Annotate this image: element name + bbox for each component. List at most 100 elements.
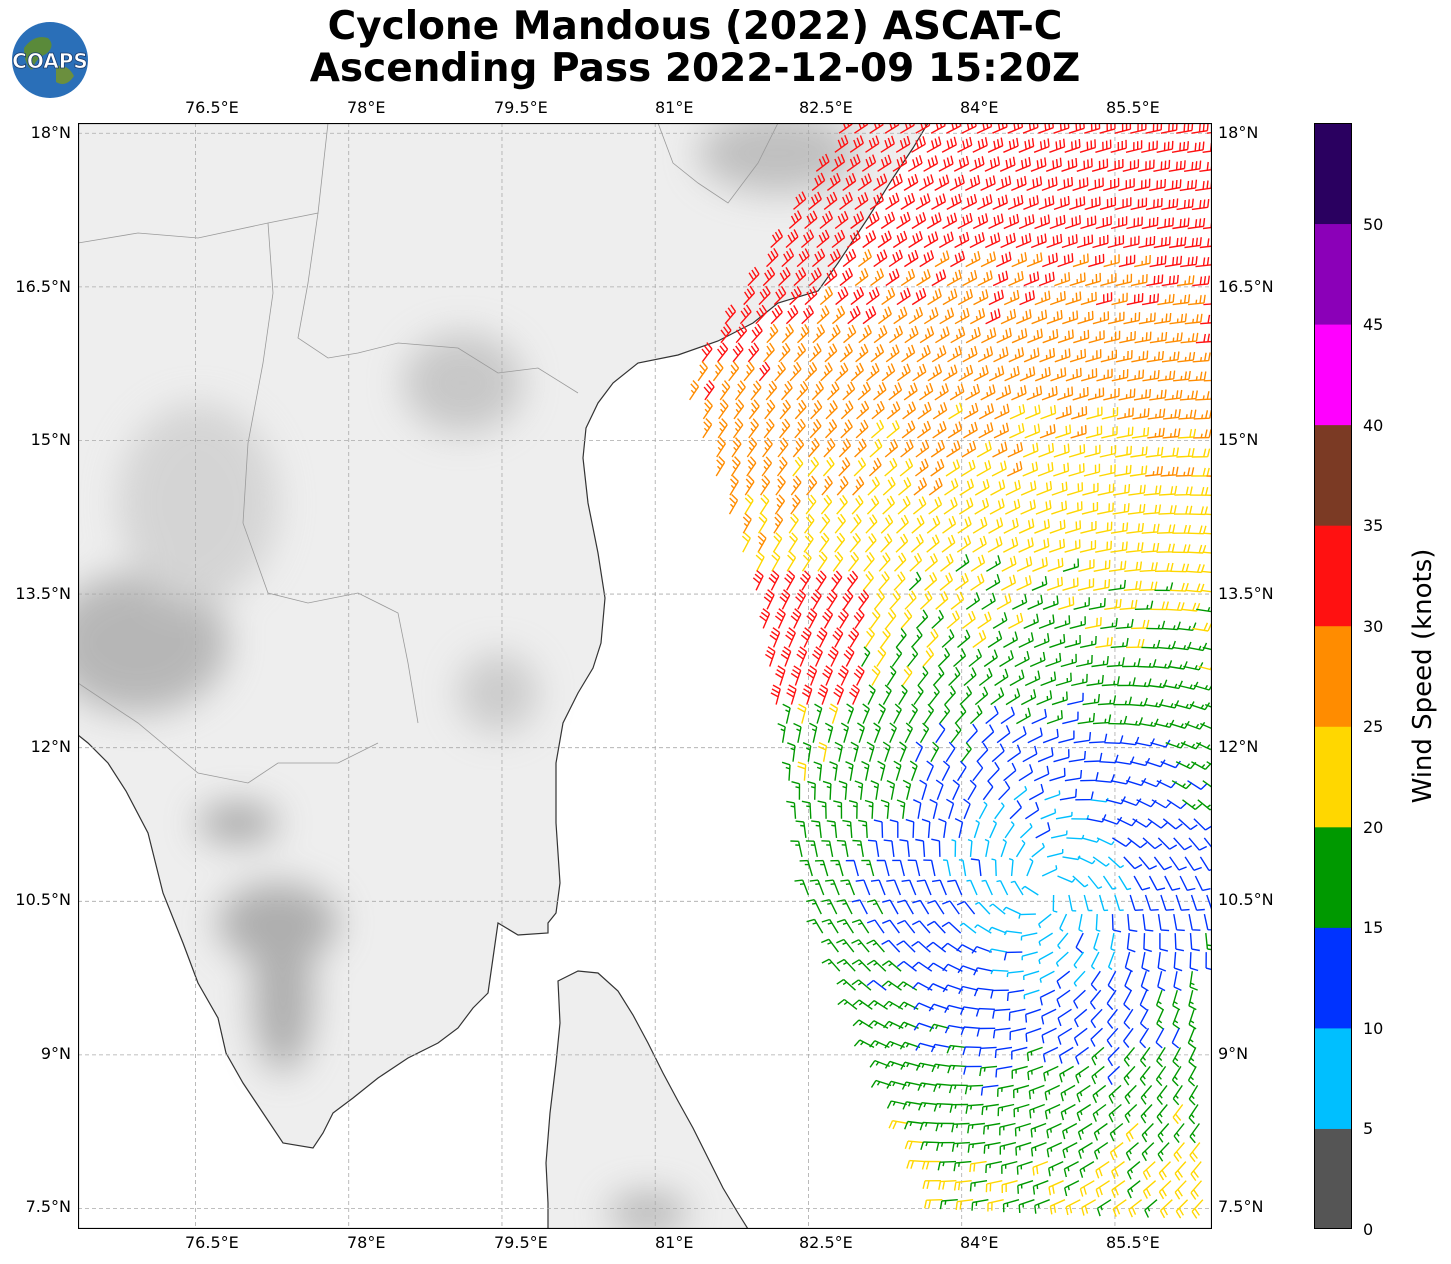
wind-barb bbox=[1139, 1046, 1151, 1068]
wind-barb bbox=[896, 960, 917, 972]
wind-barb bbox=[877, 306, 892, 325]
wind-barb bbox=[1153, 236, 1171, 249]
wind-barb bbox=[981, 879, 993, 896]
wind-barb bbox=[1172, 217, 1190, 230]
wind-barb bbox=[1008, 347, 1025, 363]
wind-barb bbox=[768, 570, 780, 591]
wind-barb bbox=[1075, 1065, 1090, 1084]
wind-barb bbox=[839, 343, 853, 363]
wind-barb bbox=[1027, 727, 1043, 744]
wind-barb bbox=[794, 399, 807, 420]
wind-barb bbox=[973, 987, 994, 997]
wind-barb bbox=[902, 401, 917, 420]
wind-barb bbox=[1155, 1027, 1165, 1049]
wind-barb bbox=[972, 630, 987, 648]
wind-barb bbox=[834, 513, 846, 534]
wind-barb bbox=[1040, 671, 1057, 687]
colorbar-tick: 45 bbox=[1363, 315, 1384, 334]
wind-barb bbox=[962, 345, 978, 363]
wind-barb bbox=[911, 940, 931, 953]
wind-barb bbox=[717, 342, 729, 363]
wind-barb bbox=[903, 173, 919, 191]
wind-barb bbox=[806, 608, 818, 629]
wind-barb bbox=[1171, 1066, 1182, 1087]
wind-barb bbox=[1134, 738, 1155, 747]
wind-barb bbox=[1095, 914, 1101, 932]
wind-barb bbox=[967, 1141, 986, 1153]
wind-barb bbox=[1058, 730, 1075, 744]
wind-barb bbox=[946, 798, 955, 820]
wind-barb bbox=[1147, 427, 1165, 439]
wind-barb bbox=[1008, 612, 1024, 630]
wind-barb bbox=[1176, 198, 1194, 211]
wind-barb bbox=[1038, 271, 1055, 287]
wind-barb bbox=[1090, 1008, 1103, 1029]
wind-barb bbox=[793, 267, 807, 287]
wind-barb bbox=[1146, 620, 1166, 630]
wind-barb bbox=[1079, 1180, 1095, 1197]
wind-barb bbox=[1123, 1027, 1134, 1048]
wind-barb bbox=[1141, 951, 1150, 972]
wind-barb bbox=[1099, 464, 1116, 477]
wind-barb bbox=[839, 191, 853, 210]
wind-barb bbox=[1060, 653, 1077, 668]
wind-barb bbox=[1003, 930, 1023, 936]
wind-barb bbox=[1027, 594, 1043, 610]
wind-barb bbox=[1077, 1122, 1093, 1141]
wind-barb bbox=[958, 859, 967, 877]
wind-barb bbox=[999, 1122, 1016, 1136]
wind-barb bbox=[1180, 741, 1202, 750]
wind-barb bbox=[1125, 542, 1144, 553]
wind-barb bbox=[1088, 253, 1105, 268]
wind-barb bbox=[1131, 427, 1150, 439]
wind-barb bbox=[1015, 1141, 1032, 1156]
wind-barb bbox=[1157, 952, 1167, 972]
wind-barb bbox=[911, 136, 926, 153]
wind-barb bbox=[1018, 1199, 1035, 1214]
wind-barb bbox=[851, 959, 871, 972]
wind-barb bbox=[716, 437, 726, 458]
wind-barb bbox=[915, 439, 930, 458]
wind-barb bbox=[902, 665, 913, 686]
wind-barb bbox=[990, 989, 1009, 999]
wind-barb bbox=[1157, 370, 1176, 382]
wind-barb bbox=[985, 1160, 1003, 1174]
wind-barb bbox=[911, 920, 931, 934]
wind-barb bbox=[985, 705, 999, 725]
wind-barb bbox=[735, 323, 748, 344]
wind-barb bbox=[1190, 1180, 1203, 1200]
wind-barb bbox=[831, 229, 846, 249]
wind-barb bbox=[945, 459, 961, 477]
wind-barb bbox=[857, 249, 872, 268]
wind-barb bbox=[919, 590, 933, 610]
wind-barb bbox=[826, 589, 838, 610]
wind-barb bbox=[764, 399, 776, 420]
wind-barb bbox=[1026, 252, 1043, 268]
wind-barb bbox=[806, 665, 818, 686]
wind-barb bbox=[993, 346, 1009, 363]
wind-barb bbox=[855, 343, 869, 363]
wind-barb bbox=[1006, 970, 1024, 978]
wind-barb bbox=[937, 1160, 957, 1171]
wind-barb bbox=[1171, 141, 1189, 153]
wind-barb bbox=[856, 400, 870, 420]
wind-barb bbox=[743, 285, 756, 306]
wind-barb bbox=[1085, 349, 1102, 363]
wind-barb bbox=[1069, 616, 1086, 630]
wind-barb bbox=[1101, 676, 1120, 687]
wind-barb bbox=[1123, 1008, 1134, 1030]
wind-barb bbox=[960, 742, 972, 763]
wind-barb bbox=[886, 401, 901, 420]
lat-tick-label: 10.5°N bbox=[1218, 890, 1274, 909]
wind-barb bbox=[689, 380, 700, 401]
wind-barb bbox=[857, 381, 871, 401]
wind-barb bbox=[1172, 294, 1191, 306]
wind-barb bbox=[886, 1100, 907, 1109]
wind-barb bbox=[780, 380, 793, 401]
wind-barb bbox=[1024, 404, 1041, 420]
wind-barb bbox=[964, 175, 981, 192]
wind-barb bbox=[1034, 290, 1051, 306]
wind-barb bbox=[873, 249, 888, 268]
wind-barb bbox=[933, 1103, 953, 1112]
wind-barb bbox=[818, 532, 830, 553]
